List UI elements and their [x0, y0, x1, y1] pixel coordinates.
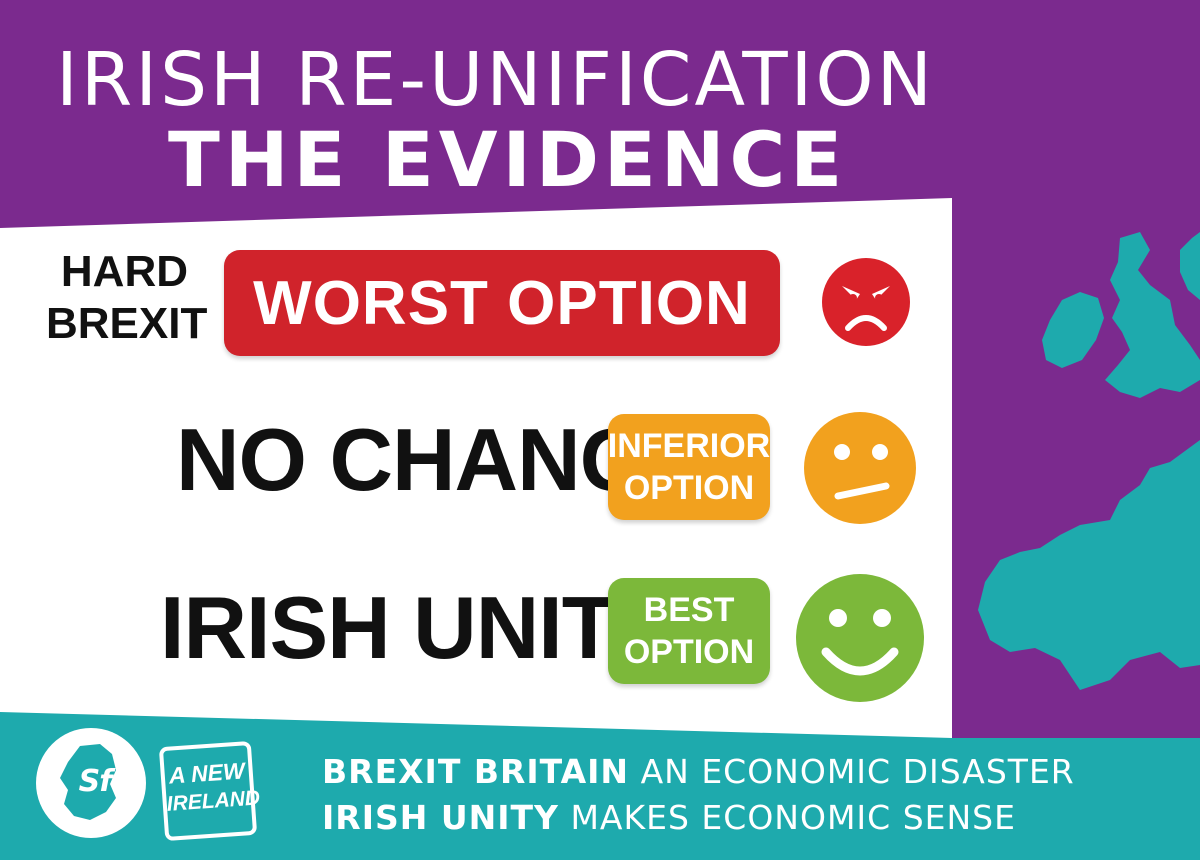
title-line-1: IRISH RE-UNIFICATION [56, 37, 935, 123]
angry-face-icon [822, 258, 910, 346]
title-line-2: THE EVIDENCE [168, 115, 848, 204]
neutral-face-icon [804, 412, 916, 524]
condition-hard-brexit: HARD BREXIT [46, 246, 208, 350]
rating-badge-worst: WORST OPTION [224, 250, 780, 356]
condition-line: IRISH UNITY [160, 578, 673, 677]
slogan-line-1: BREXIT BRITAIN AN ECONOMIC DISASTER [322, 752, 1075, 792]
condition-line: HARD [60, 247, 188, 296]
condition-line: BREXIT [46, 299, 208, 348]
europe-mainland-shape [978, 440, 1200, 690]
rating-label: INFERIOR [607, 427, 771, 465]
slogan-text: MAKES ECONOMIC SENSE [570, 798, 1016, 837]
rating-label: WORST OPTION [253, 268, 751, 338]
rating-label: BEST [643, 591, 735, 629]
rating-label: OPTION [623, 469, 755, 507]
great-britain-shape [1105, 232, 1200, 398]
rating-badge-best: BEST OPTION [608, 578, 770, 684]
condition-irish-unity: IRISH UNITY [160, 578, 673, 678]
ireland-shape [1042, 292, 1104, 368]
a-new-ireland-badge: A NEW IRELAND [158, 740, 261, 842]
ireland-outline-icon [60, 744, 116, 820]
badge-line: IRELAND [166, 786, 261, 816]
slogan-emphasis: BREXIT BRITAIN [322, 752, 630, 791]
scandinavia-shape [1180, 232, 1200, 300]
rating-badge-inferior: INFERIOR OPTION [608, 414, 770, 520]
smiling-face-icon [796, 574, 924, 702]
slogan-emphasis: IRISH UNITY [322, 798, 559, 837]
sinn-fein-logo-text: Sf [78, 764, 113, 799]
footer-band [0, 712, 1200, 860]
rating-label: OPTION [623, 633, 755, 671]
slogan-line-2: IRISH UNITY MAKES ECONOMIC SENSE [322, 798, 1016, 838]
slogan-text: AN ECONOMIC DISASTER [640, 752, 1075, 791]
